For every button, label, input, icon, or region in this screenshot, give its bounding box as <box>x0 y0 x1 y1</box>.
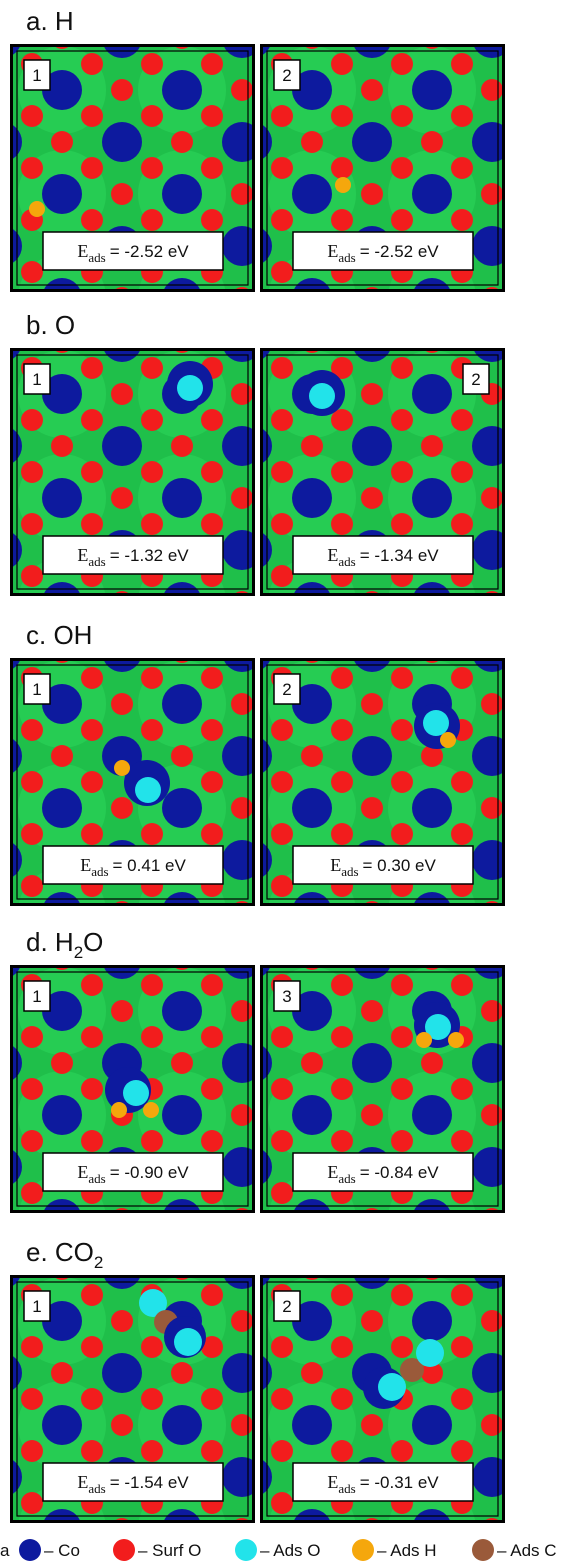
adsorbate-atom <box>440 732 456 748</box>
panel-title: e. CO2 <box>26 1237 103 1272</box>
legend-label: – Ads H <box>377 1541 437 1560</box>
legend-label: – Ads C <box>497 1541 557 1560</box>
energy-value: = -0.31 eV <box>360 1473 440 1492</box>
energy-value: = -0.90 eV <box>110 1163 190 1182</box>
legend-cut-label: a <box>0 1541 10 1560</box>
structure-panel: 2 Eads = -2.52 eV <box>260 44 505 292</box>
energy-symbol: E <box>77 1162 88 1182</box>
energy-subscript: ads <box>338 1171 355 1186</box>
title-text: b. O <box>26 310 75 340</box>
energy-symbol: E <box>77 241 88 261</box>
panel-number: 2 <box>471 370 480 389</box>
panel-number: 3 <box>282 987 291 1006</box>
adsorbate-atom <box>114 760 130 776</box>
adsorbate-atom <box>416 1032 432 1048</box>
structure-panel: 2 Eads = 0.30 eV <box>260 658 505 906</box>
adsorbate-atom <box>416 1339 444 1367</box>
energy-subscript: ads <box>338 250 355 265</box>
legend-label: – Surf O <box>138 1541 201 1560</box>
adsorbate-atom <box>123 1080 149 1106</box>
title-text: d. H <box>26 927 74 957</box>
energy-symbol: E <box>77 1472 88 1492</box>
structure-panel: 1 Eads = 0.41 eV <box>10 658 255 906</box>
panel-title: a. H <box>26 6 74 36</box>
structure-panel: 1 Eads = -0.90 eV <box>10 965 255 1213</box>
energy-value: = -2.52 eV <box>360 242 440 261</box>
panel-number: 1 <box>32 680 41 699</box>
energy-symbol: E <box>327 1162 338 1182</box>
energy-value: = 0.30 eV <box>363 856 437 875</box>
panel-number: 1 <box>32 370 41 389</box>
title-text: c. OH <box>26 620 92 650</box>
title-text: e. CO <box>26 1237 94 1267</box>
panel-title: b. O <box>26 310 75 340</box>
legend-swatch <box>235 1539 257 1561</box>
legend-swatch <box>19 1539 41 1561</box>
energy-symbol: E <box>330 855 341 875</box>
adsorbate-atom <box>335 177 351 193</box>
adsorbate-atom <box>423 710 449 736</box>
panel-number: 1 <box>32 1297 41 1316</box>
energy-symbol: E <box>327 241 338 261</box>
adsorbate-atom <box>177 375 203 401</box>
panel-number: 2 <box>282 680 291 699</box>
panel-number: 2 <box>282 1297 291 1316</box>
energy-value: = -0.84 eV <box>360 1163 440 1182</box>
adsorbate-atom <box>143 1102 159 1118</box>
energy-value: = -2.52 eV <box>110 242 190 261</box>
adsorbate-atom <box>29 201 45 217</box>
legend-label: – Ads O <box>260 1541 320 1560</box>
energy-value: = 0.41 eV <box>113 856 187 875</box>
adsorbate-atom <box>111 1102 127 1118</box>
structure-panel: 1 Eads = -1.32 eV <box>10 348 255 596</box>
legend-swatch <box>352 1539 374 1561</box>
adsorbate-atom <box>174 1328 202 1356</box>
legend-swatch <box>472 1539 494 1561</box>
figure: a. H 1 Eads = -2.52 eV 2 Eads = -2.52 eV b. O 1 E… <box>0 0 573 1563</box>
title-subscript: 2 <box>94 1253 103 1272</box>
energy-subscript: ads <box>91 864 108 879</box>
energy-value: = -1.32 eV <box>110 546 190 565</box>
structure-panel: 2 Eads = -1.34 eV <box>260 348 505 596</box>
adsorbate-atom <box>135 777 161 803</box>
structure-panel: 1 Eads = -2.52 eV <box>10 44 255 292</box>
title-subscript: 2 <box>74 943 83 962</box>
energy-symbol: E <box>327 545 338 565</box>
energy-subscript: ads <box>338 1481 355 1496</box>
legend-swatch <box>113 1539 135 1561</box>
energy-subscript: ads <box>341 864 358 879</box>
energy-subscript: ads <box>88 1171 105 1186</box>
adsorbate-atom <box>309 383 335 409</box>
panel-number: 1 <box>32 66 41 85</box>
energy-value: = -1.54 eV <box>110 1473 190 1492</box>
energy-symbol: E <box>80 855 91 875</box>
panel-number: 2 <box>282 66 291 85</box>
adsorbate-atom <box>448 1032 464 1048</box>
adsorbate-atom <box>378 1373 406 1401</box>
title-text: a. H <box>26 6 74 36</box>
energy-subscript: ads <box>338 554 355 569</box>
energy-value: = -1.34 eV <box>360 546 440 565</box>
structure-panel: 1 Eads = -1.54 eV <box>10 1275 255 1523</box>
panel-title: d. H2O <box>26 927 103 962</box>
legend-label: – Co <box>44 1541 80 1560</box>
energy-subscript: ads <box>88 554 105 569</box>
energy-symbol: E <box>77 545 88 565</box>
title-text: O <box>83 927 103 957</box>
panel-number: 1 <box>32 987 41 1006</box>
energy-symbol: E <box>327 1472 338 1492</box>
energy-subscript: ads <box>88 250 105 265</box>
structure-panel: 3 Eads = -0.84 eV <box>260 965 505 1213</box>
energy-subscript: ads <box>88 1481 105 1496</box>
panel-title: c. OH <box>26 620 92 650</box>
structure-panel: 2 Eads = -0.31 eV <box>260 1275 505 1523</box>
